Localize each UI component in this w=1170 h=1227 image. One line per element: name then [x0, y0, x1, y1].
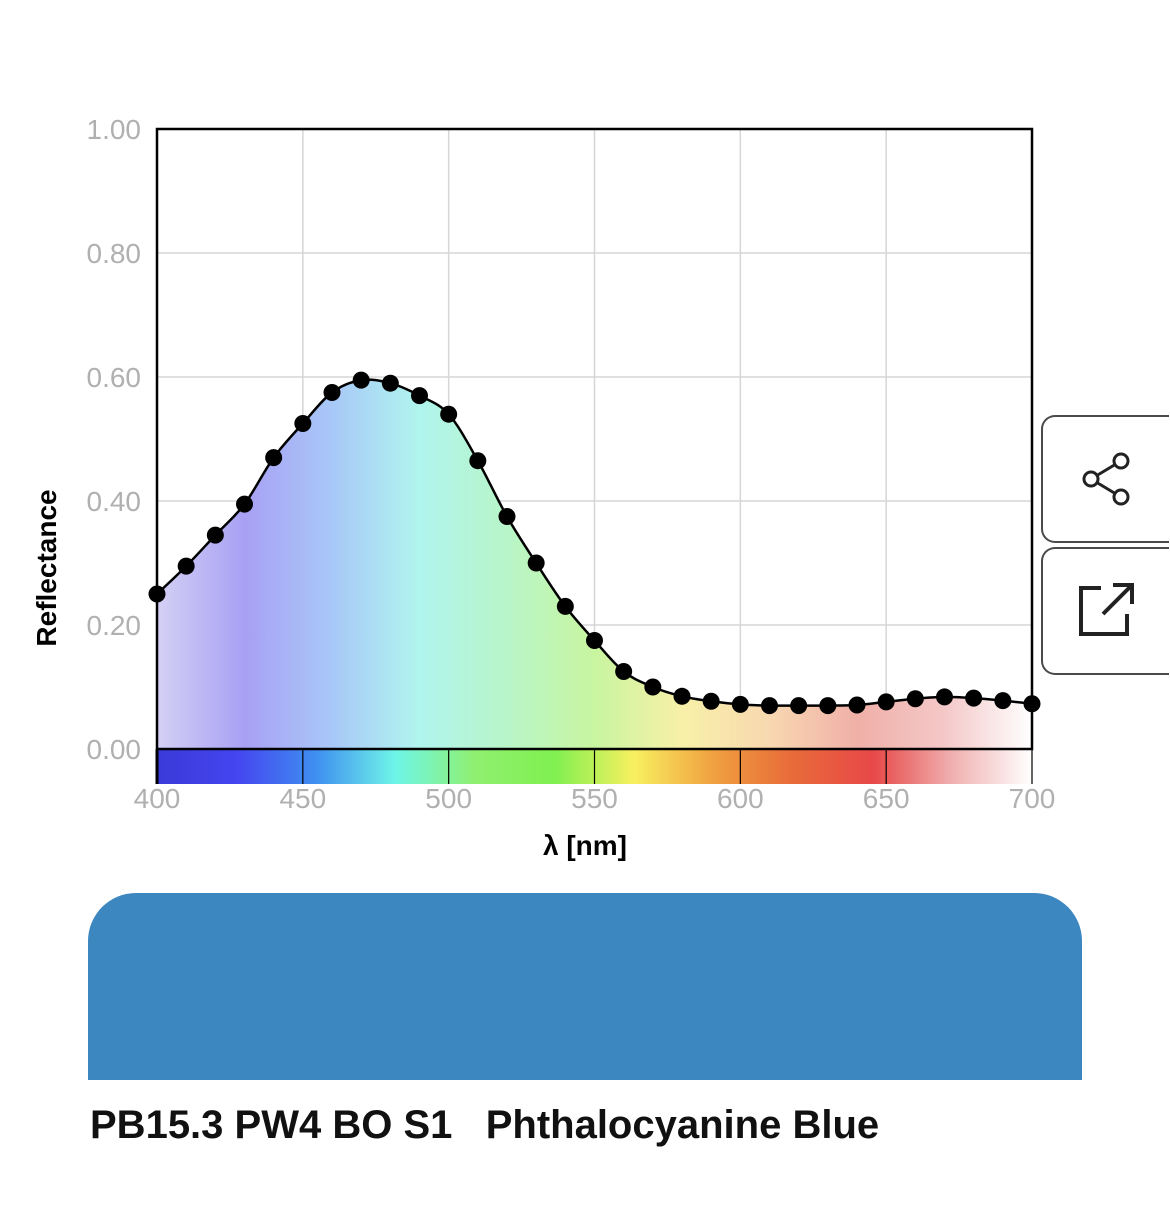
data-point [936, 688, 953, 706]
share-icon [1082, 452, 1130, 506]
data-point [644, 678, 662, 696]
open-external-icon [1079, 583, 1134, 636]
data-point [906, 690, 924, 708]
x-tick-label: 650 [863, 783, 910, 814]
x-tick-label: 450 [279, 783, 326, 814]
data-point [761, 697, 778, 715]
y-axis-label: Reflectance [31, 489, 62, 646]
spectrum-fill-area [157, 379, 1032, 749]
data-point [440, 405, 458, 423]
data-point [411, 387, 428, 405]
reflectance-chart: 400 450 500 550 600 650 700 0.000.200.400.600.… [31, 114, 1056, 861]
data-point [265, 449, 283, 467]
data-point [381, 374, 399, 392]
data-point [702, 692, 720, 710]
data-points [148, 371, 1041, 715]
data-point [1023, 695, 1041, 713]
data-point [294, 415, 312, 432]
data-point [352, 371, 370, 389]
x-tick-label: 700 [1009, 783, 1056, 814]
plot-frame [155, 127, 1034, 751]
data-point [731, 695, 749, 713]
data-point [994, 692, 1012, 710]
color-swatch [88, 893, 1082, 1080]
y-axis-ticks: 0.00 0.20 0.40 0.60 0.80 1.00 [87, 114, 142, 765]
data-point [527, 554, 545, 572]
x-tick-label: 600 [717, 783, 764, 814]
x-axis-label: λ [nm] [543, 830, 627, 861]
data-point [206, 526, 224, 544]
data-point [819, 697, 837, 715]
data-point [673, 687, 691, 705]
open-external-button[interactable] [1041, 547, 1169, 675]
data-point [790, 697, 808, 715]
data-point [148, 585, 166, 603]
data-point [177, 557, 195, 575]
y-tick-label: 0.60 [87, 362, 142, 393]
data-point [498, 508, 516, 525]
y-tick-label: 0.20 [87, 610, 142, 641]
data-point [323, 384, 341, 401]
spectrum-bar-ticks [155, 749, 1033, 784]
pigment-caption: PB15.3 PW4 BO S1 Phthalocyanine Blue [90, 1103, 880, 1147]
data-point [965, 689, 983, 707]
data-point [877, 693, 895, 711]
y-tick-label: 0.80 [87, 238, 142, 269]
y-tick-label: 0.00 [87, 734, 142, 765]
y-tick-label: 0.40 [87, 486, 142, 517]
data-point [615, 663, 633, 680]
x-tick-label: 550 [571, 783, 618, 814]
data-point [586, 632, 603, 649]
share-button[interactable] [1041, 415, 1169, 543]
data-point [469, 452, 487, 470]
data-point [236, 495, 253, 513]
data-point [556, 597, 574, 615]
y-tick-label: 1.00 [87, 114, 142, 145]
data-point [848, 696, 866, 714]
x-tick-label: 500 [425, 783, 472, 814]
x-axis-ticks: 400 450 500 550 600 650 700 [134, 783, 1056, 814]
x-tick-label: 400 [134, 783, 181, 814]
